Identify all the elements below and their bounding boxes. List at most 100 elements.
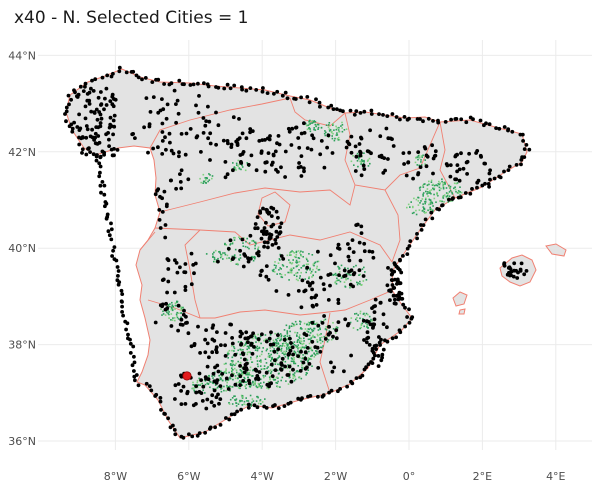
vegetation-mark [289, 370, 291, 373]
city-point [288, 348, 293, 353]
city-point [519, 162, 523, 167]
vegetation-mark [314, 120, 317, 123]
city-point [293, 97, 298, 101]
vegetation-mark [176, 311, 178, 314]
city-point [248, 130, 253, 135]
city-point [373, 353, 377, 358]
city-point [279, 368, 284, 372]
city-point [194, 384, 199, 388]
vegetation-mark [252, 240, 255, 242]
city-point [391, 286, 396, 290]
city-point [381, 171, 386, 175]
vegetation-mark [294, 362, 297, 365]
city-point [401, 254, 405, 258]
vegetation-mark [343, 129, 346, 131]
vegetation-mark [279, 273, 281, 275]
vegetation-mark [305, 123, 307, 125]
vegetation-mark [246, 373, 249, 376]
vegetation-mark [328, 130, 331, 132]
vegetation-mark [278, 363, 281, 366]
vegetation-mark [336, 277, 338, 280]
vegetation-mark [225, 372, 228, 374]
city-point [302, 121, 306, 126]
vegetation-mark [242, 242, 244, 244]
vegetation-mark [204, 177, 207, 179]
city-point [232, 412, 237, 417]
city-point [265, 382, 270, 387]
vegetation-mark [238, 382, 241, 384]
vegetation-mark [323, 132, 326, 135]
city-point [149, 388, 154, 393]
city-point [346, 242, 350, 246]
vegetation-mark [200, 382, 203, 385]
city-point [419, 223, 423, 227]
vegetation-mark [293, 255, 296, 258]
city-point [132, 360, 137, 365]
city-point [361, 163, 366, 168]
city-point [179, 373, 183, 378]
vegetation-mark [299, 323, 301, 325]
vegetation-mark [246, 162, 248, 164]
city-point [362, 249, 367, 254]
city-point [268, 342, 273, 347]
vegetation-mark [305, 374, 307, 376]
city-point [189, 251, 194, 256]
vegetation-mark [250, 405, 253, 407]
city-point [326, 298, 331, 302]
vegetation-mark [293, 350, 296, 353]
city-point [447, 197, 451, 202]
city-point [351, 272, 356, 277]
vegetation-mark [288, 346, 291, 348]
city-point [349, 353, 353, 358]
vegetation-mark [172, 305, 174, 308]
vegetation-mark [266, 348, 268, 350]
vegetation-mark [160, 308, 162, 310]
city-point [314, 97, 318, 102]
vegetation-mark [360, 323, 363, 326]
city-point [268, 134, 272, 138]
city-point [165, 257, 170, 261]
vegetation-mark [180, 308, 183, 311]
vegetation-mark [254, 244, 256, 247]
city-point [269, 224, 274, 229]
vegetation-mark [335, 327, 337, 329]
city-point [402, 115, 407, 119]
vegetation-mark [360, 163, 362, 165]
vegetation-mark [168, 313, 170, 316]
city-point [239, 407, 244, 412]
vegetation-mark [257, 246, 260, 249]
vegetation-mark [330, 131, 333, 134]
vegetation-mark [249, 369, 251, 372]
city-point [186, 177, 191, 182]
vegetation-mark [314, 123, 317, 126]
vegetation-mark [257, 382, 260, 385]
vegetation-mark [319, 337, 321, 339]
city-point [238, 364, 243, 368]
vegetation-mark [214, 384, 217, 386]
city-point [354, 223, 359, 228]
vegetation-mark [297, 350, 299, 353]
city-point [192, 271, 196, 276]
vegetation-mark [231, 349, 233, 352]
vegetation-mark [307, 260, 309, 262]
vegetation-mark [276, 369, 279, 372]
vegetation-mark [416, 156, 419, 158]
city-point [397, 328, 402, 333]
vegetation-mark [208, 173, 210, 175]
vegetation-mark [421, 198, 424, 200]
vegetation-mark [167, 305, 169, 308]
vegetation-mark [299, 353, 301, 356]
vegetation-mark [237, 387, 240, 389]
city-point [136, 383, 141, 388]
city-point [285, 373, 290, 377]
vegetation-mark [352, 266, 355, 268]
vegetation-mark [423, 207, 426, 210]
vegetation-mark [224, 242, 226, 245]
vegetation-mark [270, 353, 272, 356]
vegetation-mark [319, 342, 322, 344]
vegetation-mark [241, 395, 244, 397]
vegetation-mark [266, 387, 268, 389]
city-point [194, 402, 198, 406]
vegetation-mark [316, 260, 319, 263]
vegetation-mark [436, 191, 438, 194]
